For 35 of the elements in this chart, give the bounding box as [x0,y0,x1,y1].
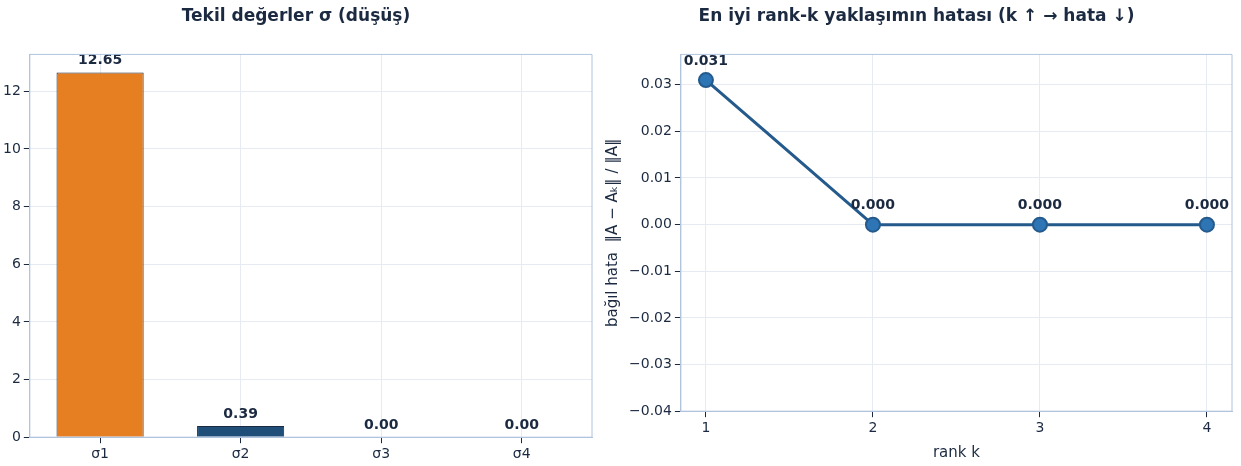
data-label: 0.00 [363,415,399,432]
data-label: 0.000 [1184,196,1230,213]
chart-title: Tekil değerler σ (düşüş) [181,4,411,25]
x-tick-label: 3 [1035,419,1045,436]
y-tick-label: 2 [11,370,21,387]
x-tick-label: σ3 [372,445,391,462]
y-tick-label: −0.01 [629,261,672,278]
x-tick-label: 4 [1202,419,1212,436]
y-tick-label: 12 [2,81,21,98]
y-tick-label: 6 [11,254,21,271]
y-tick-label: 10 [2,139,21,156]
y-tick-label: −0.04 [629,401,672,418]
x-tick-label: 2 [868,419,878,436]
x-tick-label: σ4 [512,445,531,462]
y-tick-label: 0.00 [640,215,672,232]
y-tick-label: 0.03 [640,75,672,92]
y-tick-label: 0.02 [640,122,672,138]
x-tick-label: σ1 [91,445,109,462]
y-tick-label: −0.03 [629,355,672,372]
x-tick-label: σ2 [231,445,250,462]
y-axis-title: bağıl hata ‖A − Aₖ‖ / ‖A‖ [602,138,621,328]
y-tick-label: −0.02 [629,308,672,325]
data-label: 0.031 [683,51,729,68]
y-tick-label: 0 [11,427,21,444]
data-label: 0.00 [504,415,540,432]
data-label: 0.000 [1017,196,1063,213]
data-label: 0.39 [223,404,258,421]
x-tick-label: 1 [701,419,711,436]
data-label: 0.000 [850,196,896,213]
y-tick-label: 8 [11,197,21,214]
x-axis-title: rank k [932,442,981,461]
y-tick-label: 4 [11,312,21,329]
chart-title: En iyi rank-k yaklaşımın hatası (k ↑ → hata ↓) [698,4,1135,25]
y-tick-label: 0.01 [640,168,672,185]
data-label: 12.65 [77,51,123,68]
